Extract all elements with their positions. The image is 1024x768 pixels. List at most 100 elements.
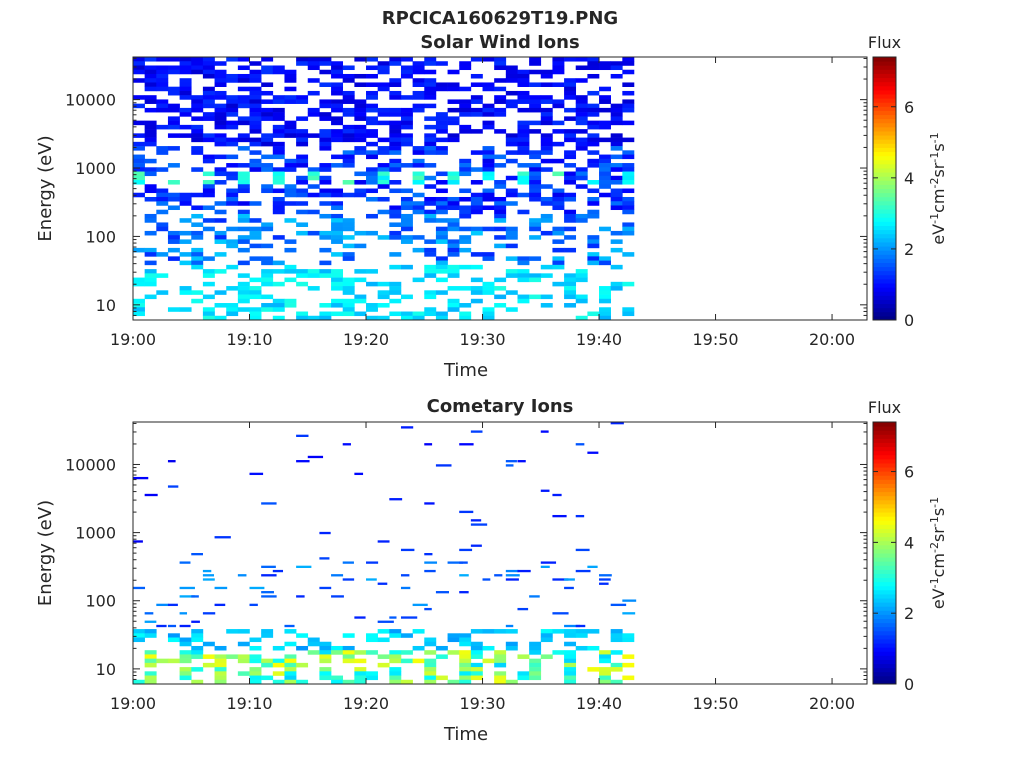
spectrogram-cell [505,137,518,143]
spectrogram-cell [494,629,507,634]
spectrogram-cell [202,654,215,659]
spectrogram-cell [447,264,460,270]
spectrogram-cell [366,315,378,321]
spectrogram-cell [191,103,204,109]
colorbar-segment [873,254,896,259]
spectrogram-cell [307,455,324,459]
colorbar-segment [873,458,896,464]
spectrogram-cell [389,150,402,155]
spectrogram-cell [296,315,309,321]
spectrogram-cell [412,103,425,109]
spectrogram-cell [482,192,495,198]
spectrogram-cell [167,192,180,198]
spectrogram-cell [167,57,180,62]
spectrogram-cell [599,311,611,317]
panel-title: Cometary Ions [427,396,574,417]
spectrogram-cell [587,451,599,454]
spectrogram-cell [249,226,262,232]
spectrogram-cell [435,146,448,151]
spectrogram-cell [249,277,262,283]
spectrogram-cell [167,230,180,236]
spectrogram-cell [400,218,413,223]
spectrogram-cell [470,57,483,62]
spectrogram-cell [144,675,157,681]
spectrogram-cell [564,633,577,638]
spectrogram-cell [599,95,611,100]
spectrogram-cell [331,116,344,121]
spectrogram-cell [261,82,274,87]
spectrogram-cell [389,629,402,634]
spectrogram-cell [599,298,611,304]
spectrogram-cell [552,171,565,177]
spectrogram-cell [296,269,309,274]
spectrogram-cell [179,86,192,92]
spectrogram-cell [214,235,227,240]
spectrogram-cell [249,286,262,291]
spectrogram-cell [610,120,623,126]
spectrogram-cell [470,523,488,526]
spectrogram-cell [447,205,460,211]
colorbar-segment [873,593,896,599]
spectrogram-cell [435,645,448,651]
spectrogram-cell [400,205,413,211]
spectrogram-cell [284,124,297,130]
spectrogram-cell [389,298,402,304]
spectrogram-cell [587,73,600,79]
spectrogram-cell [156,196,169,202]
spectrogram-cell [470,82,483,87]
colorbar-segment [873,81,896,87]
colorbar-segment [873,651,896,656]
spectrogram-cell [389,658,402,664]
spectrogram-cell [517,146,530,151]
spectrogram-cell [377,69,390,75]
spectrogram-cell [179,239,192,244]
spectrogram-cell [540,69,553,75]
spectrogram-cell [389,264,402,270]
spectrogram-cell [482,150,495,155]
spectrogram-cell [389,311,402,317]
spectrogram-cell [424,184,437,189]
spectrogram-cell [366,120,378,126]
spectrogram-cell [400,120,413,126]
spectrogram-cell [610,205,623,211]
colorbar-segment [873,172,896,177]
colorbar-tick-label: 0 [904,675,914,694]
spectrogram-cell [202,69,215,75]
spectrogram-cell [587,150,600,155]
spectrogram-cell [261,141,274,147]
spectrogram-cell [366,230,378,236]
spectrogram-cell [447,218,460,223]
spectrogram-cell [622,637,635,643]
spectrogram-cell [424,269,437,274]
x-tick-label: 19:20 [343,330,389,349]
spectrogram-cell [564,171,577,177]
spectrogram-cell [214,107,227,113]
spectrogram-cell [366,95,378,100]
spectrogram-cell [494,658,507,664]
spectrogram-cell [517,137,530,143]
spectrogram-cell [494,112,507,117]
colorbar-tick-label: 4 [904,169,914,188]
spectrogram-cell [354,133,367,138]
spectrogram-cell [564,658,577,664]
spectrogram-cell [575,137,588,143]
spectrogram-cell [587,120,600,126]
spectrogram-cell [470,205,483,211]
spectrogram-cell [575,443,585,446]
spectrogram-cell [575,569,591,573]
spectrogram-cell [389,163,402,168]
colorbar-segment [873,291,896,296]
spectrogram-cell [144,650,157,655]
spectrogram-cell [424,61,437,66]
colorbar-segment [873,213,896,218]
colorbar-segment [873,561,896,566]
spectrogram-cell [377,281,390,287]
spectrogram-cell [540,150,553,155]
spectrogram-cell [575,167,588,172]
spectrogram-cell [331,645,344,651]
colorbar-segment [873,454,896,460]
spectrogram-cell [459,188,472,194]
spectrogram-cell [494,86,507,92]
spectrogram-cell [424,311,437,317]
spectrogram-cell [435,61,448,66]
